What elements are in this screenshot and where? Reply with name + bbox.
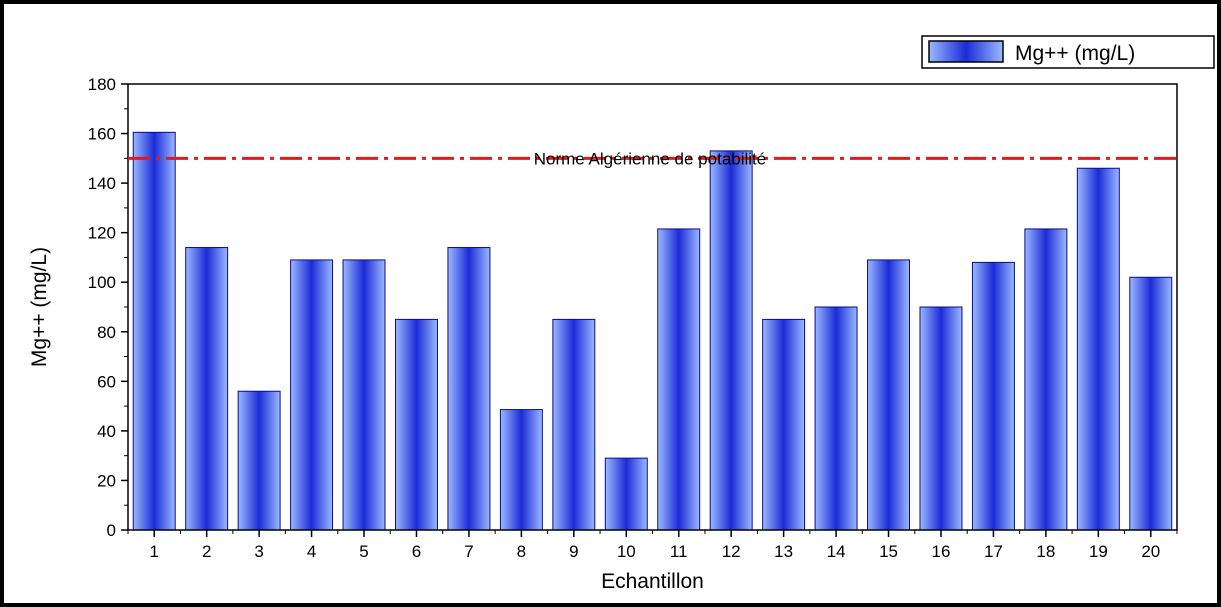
x-axis-title: Echantillon — [601, 570, 704, 593]
bar-8 — [499, 409, 543, 531]
y-tick-label: 40 — [97, 422, 116, 441]
y-tick-label: 60 — [97, 372, 116, 391]
x-tick-label: 1 — [149, 542, 158, 561]
bar-5 — [342, 259, 386, 531]
y-tick-label: 120 — [88, 224, 116, 243]
legend-swatch — [928, 40, 1004, 63]
bar-1 — [132, 131, 176, 531]
y-tick-label: 160 — [88, 125, 116, 144]
x-tick-label: 2 — [202, 542, 211, 561]
bar-9 — [552, 318, 596, 531]
bar-6 — [394, 318, 438, 531]
y-tick-label: 140 — [88, 174, 116, 193]
x-tick-label: 11 — [670, 542, 688, 561]
y-tick-label: 80 — [97, 323, 116, 342]
bar-19 — [1076, 167, 1120, 531]
x-tick-label: 5 — [359, 542, 368, 561]
y-axis-title: Mg++ (mg/L) — [28, 247, 51, 367]
x-tick-label: 14 — [827, 542, 846, 561]
legend-label: Mg++ (mg/L) — [1015, 42, 1135, 65]
bar-15 — [867, 259, 911, 531]
bar-17 — [971, 261, 1015, 531]
y-tick-label: 180 — [88, 75, 116, 94]
x-tick-label: 12 — [722, 542, 741, 561]
bar-10 — [604, 457, 648, 531]
bar-4 — [290, 259, 334, 531]
bar-7 — [447, 247, 491, 531]
x-tick-label: 20 — [1141, 542, 1160, 561]
x-tick-label: 17 — [984, 542, 1003, 561]
bar-3 — [237, 390, 281, 531]
bar-18 — [1024, 228, 1068, 531]
axes-layer — [121, 83, 1178, 537]
bar-16 — [919, 306, 963, 531]
x-tick-label: 18 — [1036, 542, 1055, 561]
x-tick-label: 13 — [774, 542, 793, 561]
x-tick-label: 6 — [412, 542, 421, 561]
x-tick-label: 16 — [932, 542, 951, 561]
bar-11 — [657, 228, 701, 531]
x-tick-label: 8 — [517, 542, 526, 561]
reference-line-label: Norme Algérienne de potabilité — [534, 149, 766, 168]
x-tick-label: 4 — [307, 542, 316, 561]
x-tick-label: 19 — [1089, 542, 1108, 561]
bar-2 — [185, 247, 229, 531]
bar-14 — [814, 306, 858, 531]
y-tick-label: 20 — [97, 471, 116, 490]
x-tick-label: 10 — [617, 542, 636, 561]
y-tick-label: 100 — [88, 273, 116, 292]
y-tick-label: 0 — [107, 521, 116, 540]
x-tick-label: 9 — [569, 542, 578, 561]
bar-12 — [709, 150, 753, 531]
bar-20 — [1129, 276, 1173, 531]
bars-layer — [132, 131, 1173, 531]
bar-13 — [762, 318, 806, 531]
legend: Mg++ (mg/L) — [921, 35, 1215, 69]
x-tick-label: 3 — [254, 542, 263, 561]
x-tick-label: 15 — [879, 542, 898, 561]
x-tick-label: 7 — [464, 542, 473, 561]
